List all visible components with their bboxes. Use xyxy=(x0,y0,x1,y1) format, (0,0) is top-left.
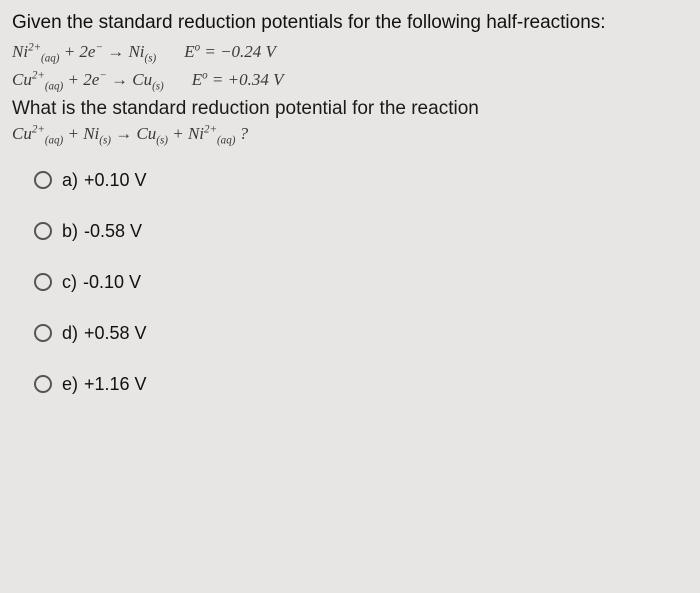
option-label: e) +1.16 V xyxy=(62,374,147,395)
radio-icon[interactable] xyxy=(34,273,52,291)
half-reaction-2: Cu2+(aq) + 2e− → Cu(s) Eo = +0.34 V xyxy=(12,70,688,90)
radio-icon[interactable] xyxy=(34,171,52,189)
equation-potential: Eo = +0.34 V xyxy=(192,70,284,90)
option-letter: e) xyxy=(62,374,78,394)
options-list: a)+0.10 V b)-0.58 V c)-0.10 V d)+0.58 V … xyxy=(12,170,688,395)
option-label: a) +0.10 V xyxy=(62,170,147,191)
option-label: d) +0.58 V xyxy=(62,323,147,344)
option-d[interactable]: d) +0.58 V xyxy=(34,323,688,344)
option-e[interactable]: e) +1.16 V xyxy=(34,374,688,395)
option-label: b) -0.58 V xyxy=(62,221,142,242)
option-letter: b) xyxy=(62,221,78,241)
equation-lhs: Ni2+(aq) + 2e− → Ni(s) xyxy=(12,42,156,62)
option-text: +0.58 V xyxy=(84,323,147,343)
option-text: -0.58 V xyxy=(84,221,142,241)
option-text: -0.10 V xyxy=(83,272,141,292)
equation-lhs: Cu2+(aq) + 2e− → Cu(s) xyxy=(12,70,164,90)
option-label: c) -0.10 V xyxy=(62,272,141,293)
half-reaction-1: Ni2+(aq) + 2e− → Ni(s) Eo = −0.24 V xyxy=(12,42,688,62)
option-text: +0.10 V xyxy=(84,170,147,190)
option-c[interactable]: c) -0.10 V xyxy=(34,272,688,293)
question-page: Given the standard reduction potentials … xyxy=(0,0,700,403)
option-text: +1.16 V xyxy=(84,374,147,394)
option-b[interactable]: b) -0.58 V xyxy=(34,221,688,242)
option-a[interactable]: a) +0.10 V xyxy=(34,170,688,191)
equation-potential: Eo = −0.24 V xyxy=(184,42,276,62)
option-letter: d) xyxy=(62,323,78,343)
question-heading: Given the standard reduction potentials … xyxy=(12,10,688,36)
radio-icon[interactable] xyxy=(34,324,52,342)
radio-icon[interactable] xyxy=(34,375,52,393)
overall-reaction: Cu2+(aq) + Ni(s) → Cu(s) + Ni2+(aq) ? xyxy=(12,124,688,144)
option-letter: a) xyxy=(62,170,78,190)
radio-icon[interactable] xyxy=(34,222,52,240)
question-prompt: What is the standard reduction potential… xyxy=(12,98,688,120)
option-letter: c) xyxy=(62,272,77,292)
